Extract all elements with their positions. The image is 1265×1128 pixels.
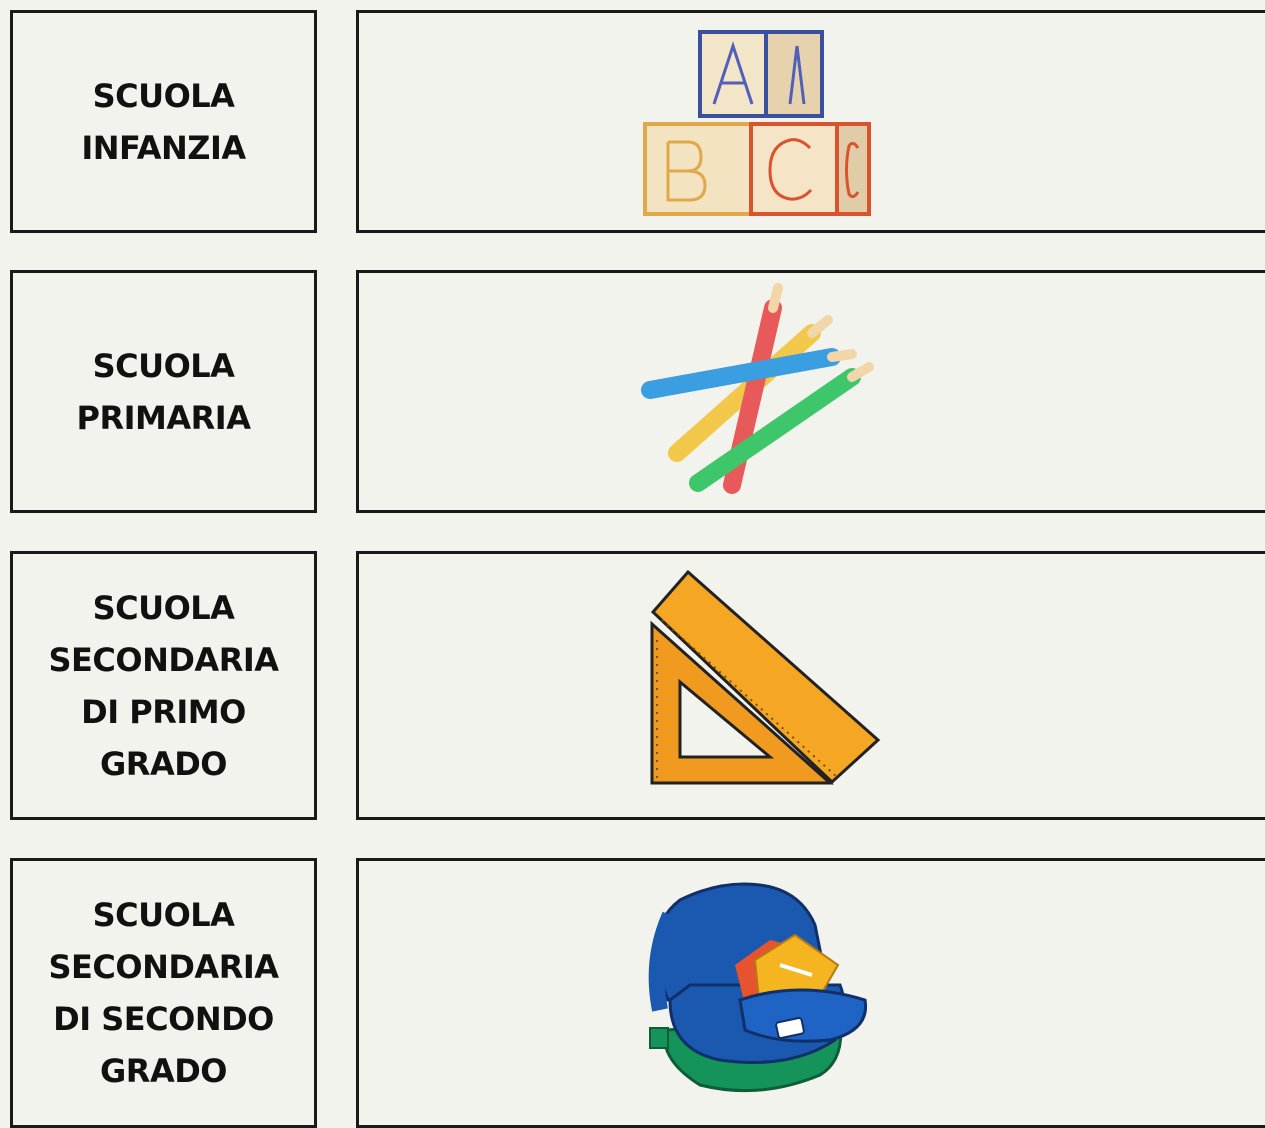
label-box: SCUOLA SECONDARIA DI SECONDO GRADO: [10, 858, 317, 1128]
label-line: SCUOLA: [92, 588, 235, 627]
image-box: [356, 551, 1265, 820]
label-line: SCUOLA: [92, 76, 235, 115]
label-line: SECONDARIA: [48, 948, 279, 986]
set-square: [650, 569, 881, 785]
label-line: DI SECONDO: [53, 1000, 274, 1038]
image-box: [356, 270, 1265, 513]
label-line: PRIMARIA: [76, 398, 251, 437]
pencils: [641, 283, 874, 494]
label-box: SCUOLA SECONDARIA DI PRIMO GRADO: [10, 551, 317, 820]
label-line: GRADO: [100, 1052, 227, 1090]
label-box: SCUOLA PRIMARIA: [10, 270, 317, 513]
label-line: SCUOLA: [92, 896, 235, 934]
image-box: [356, 10, 1265, 233]
label-line: SCUOLA: [92, 346, 235, 385]
label-line: SECONDARIA: [48, 640, 279, 679]
label-line: INFANZIA: [81, 128, 246, 167]
label-line: DI PRIMO: [81, 692, 246, 731]
backpack: [648, 882, 868, 1093]
abc-blocks: [643, 30, 871, 216]
label-box: SCUOLA INFANZIA: [10, 10, 317, 233]
label-line: GRADO: [100, 744, 227, 783]
